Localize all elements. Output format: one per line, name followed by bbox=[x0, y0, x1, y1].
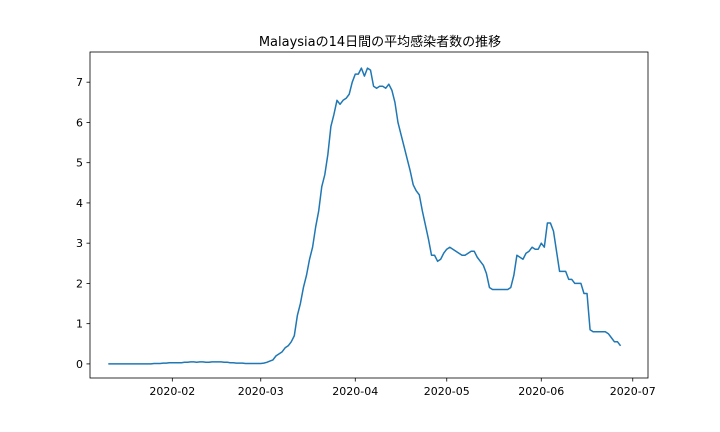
y-tick-label: 0 bbox=[76, 358, 83, 371]
chart-title: Malaysiaの14日間の平均感染者数の推移 bbox=[259, 34, 501, 50]
x-tick-label: 2020-05 bbox=[424, 385, 470, 398]
plot-frame bbox=[89, 51, 649, 379]
y-tick-label: 5 bbox=[76, 157, 83, 170]
y-tick-label: 4 bbox=[76, 197, 83, 210]
y-tick-label: 3 bbox=[76, 237, 83, 250]
x-tick-label: 2020-03 bbox=[238, 385, 284, 398]
y-tick-label: 7 bbox=[76, 76, 83, 89]
x-tick-label: 2020-02 bbox=[149, 385, 195, 398]
x-tick-label: 2020-07 bbox=[610, 385, 656, 398]
x-axis: 2020-02 2020-03 2020-04 2020-05 2020-06 2020-… bbox=[149, 378, 656, 398]
y-tick-label: 2 bbox=[76, 277, 83, 290]
x-tick-label: 2020-06 bbox=[518, 385, 564, 398]
series-line bbox=[108, 67, 622, 365]
x-tick-label: 2020-04 bbox=[332, 385, 378, 398]
y-tick-label: 6 bbox=[76, 116, 83, 129]
y-tick-label: 1 bbox=[76, 318, 83, 331]
y-axis: 0 1 2 3 4 5 6 7 bbox=[76, 76, 90, 371]
